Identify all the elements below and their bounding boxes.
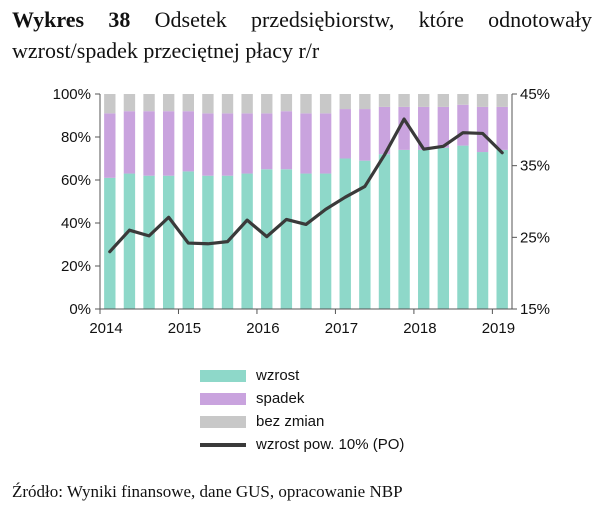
bar-bez-zmian-2015Q2 — [202, 94, 214, 114]
bar-bez-zmian-2015Q3 — [221, 94, 234, 114]
legend-swatch-line — [200, 442, 246, 447]
bar-wzrost-2019Q1 — [496, 149, 508, 309]
bar-bez-zmian-2014Q3 — [143, 94, 155, 112]
legend-swatch-bez-zmian — [200, 415, 246, 428]
bar-wzrost-2015Q4 — [241, 173, 253, 309]
y-right-tick-label: 35% — [520, 158, 550, 175]
bar-wzrost-2018Q2 — [437, 147, 450, 309]
bar-wzrost-2014Q1 — [104, 177, 116, 309]
bar-bez-zmian-2018Q1 — [418, 94, 430, 107]
bar-spadek-2016Q2 — [280, 111, 293, 170]
bar-spadek-2016Q3 — [300, 113, 312, 174]
line-wzrost-pow-10 — [108, 117, 504, 254]
chart-legend: wzrost spadek bez zmian wzrost pow. 10% (PO… — [200, 364, 404, 456]
bar-wzrost-2014Q2 — [123, 173, 136, 309]
legend-swatch-spadek — [200, 392, 246, 405]
bar-bez-zmian-2017Q3 — [378, 94, 391, 107]
bar-wzrost-2017Q1 — [339, 158, 351, 309]
bar-wzrost-2017Q3 — [378, 154, 391, 309]
bar-spadek-2017Q1 — [339, 109, 351, 159]
bar-spadek-2015Q1 — [182, 111, 194, 172]
source-note: Źródło: Wyniki finansowe, dane GUS, opra… — [12, 482, 403, 501]
bar-bez-zmian-2016Q2 — [280, 94, 293, 112]
x-tick-label: 2015 — [168, 320, 201, 337]
chart-title-text: Odsetek przedsiębiorstw, które odnotował… — [12, 7, 592, 63]
y-right-tick-label: 15% — [520, 301, 550, 318]
bar-wzrost-2017Q2 — [359, 160, 371, 309]
bar-bez-zmian-2014Q4 — [162, 94, 175, 112]
bar-bez-zmian-2016Q1 — [261, 94, 273, 114]
bar-spadek-2015Q3 — [221, 113, 234, 176]
legend-swatch-wzrost — [200, 369, 246, 382]
bar-wzrost-2016Q2 — [280, 169, 293, 309]
legend-label: wzrost — [256, 367, 300, 384]
bar-bez-zmian-2019Q1 — [496, 94, 508, 107]
legend-label: wzrost pow. 10% (PO) — [256, 436, 405, 453]
bar-wzrost-2017Q4 — [398, 149, 410, 309]
bar-spadek-2017Q3 — [378, 106, 391, 155]
legend-item-line: wzrost pow. 10% (PO) — [200, 433, 404, 456]
bar-wzrost-2018Q1 — [418, 149, 430, 309]
bar-spadek-2014Q3 — [143, 111, 155, 176]
y-right-tick-label: 45% — [520, 86, 550, 103]
bar-spadek-2019Q1 — [496, 106, 508, 150]
bar-spadek-2014Q1 — [104, 113, 116, 178]
bar-wzrost-2015Q1 — [182, 171, 194, 309]
y-left-tick-label: 100% — [53, 86, 91, 103]
legend-item-spadek: spadek — [200, 387, 404, 410]
chart-plot: 0% 20% 40% 60% 80% 100% 15% 25% 35% 45% 2014 2015 20… — [53, 86, 550, 337]
legend-label: bez zmian — [256, 413, 325, 430]
bar-spadek-2018Q1 — [418, 106, 430, 150]
bar-spadek-2017Q2 — [359, 109, 371, 161]
bar-spadek-2017Q4 — [398, 106, 410, 150]
bar-spadek-2015Q4 — [241, 113, 253, 174]
legend-item-wzrost: wzrost — [200, 364, 404, 387]
bar-spadek-2015Q2 — [202, 113, 214, 176]
y-left-tick-label: 40% — [61, 215, 91, 232]
y-left-tick-label: 60% — [61, 172, 91, 189]
x-tick-label: 2018 — [403, 320, 436, 337]
bar-wzrost-2016Q3 — [300, 173, 312, 309]
bar-bez-zmian-2018Q2 — [437, 94, 450, 107]
bar-spadek-2014Q2 — [123, 111, 136, 174]
y-left-tick-label: 80% — [61, 129, 91, 146]
y-left-tick-label: 0% — [69, 301, 91, 318]
x-tick-label: 2016 — [246, 320, 279, 337]
legend-item-bez-zmian: bez zmian — [200, 410, 404, 433]
bar-bez-zmian-2016Q3 — [300, 94, 312, 114]
chart-title: Wykres 38 Odsetek przedsiębiorstw, które… — [12, 4, 592, 66]
x-tick-label: 2017 — [325, 320, 358, 337]
y-right-tick-label: 25% — [520, 229, 550, 246]
bar-bez-zmian-2018Q4 — [476, 94, 489, 107]
bar-bez-zmian-2018Q3 — [457, 94, 469, 105]
x-tick-label: 2019 — [482, 320, 515, 337]
bar-spadek-2018Q3 — [457, 104, 469, 146]
chart-title-label: Wykres 38 — [12, 7, 131, 32]
bar-bez-zmian-2017Q1 — [339, 94, 351, 110]
bar-bez-zmian-2017Q4 — [398, 94, 410, 107]
bar-wzrost-2018Q4 — [476, 152, 489, 309]
bar-bez-zmian-2015Q1 — [182, 94, 194, 112]
y-left-tick-label: 20% — [61, 258, 91, 275]
bar-wzrost-2016Q4 — [319, 173, 332, 309]
bar-bez-zmian-2015Q4 — [241, 94, 253, 114]
bar-wzrost-2016Q1 — [261, 169, 273, 309]
bar-bez-zmian-2017Q2 — [359, 94, 371, 110]
bar-bez-zmian-2016Q4 — [319, 94, 332, 114]
bar-bez-zmian-2014Q2 — [123, 94, 136, 112]
bar-bez-zmian-2014Q1 — [104, 94, 116, 114]
x-tick-label: 2014 — [89, 320, 122, 337]
bar-wzrost-2018Q3 — [457, 145, 469, 309]
bar-spadek-2014Q4 — [162, 111, 175, 176]
bar-spadek-2016Q1 — [261, 113, 273, 170]
bar-wzrost-2014Q4 — [162, 175, 175, 309]
legend-label: spadek — [256, 390, 305, 407]
bar-wzrost-2014Q3 — [143, 175, 155, 309]
bar-spadek-2018Q4 — [476, 106, 489, 153]
bar-spadek-2018Q2 — [437, 106, 450, 148]
bar-spadek-2016Q4 — [319, 113, 332, 174]
